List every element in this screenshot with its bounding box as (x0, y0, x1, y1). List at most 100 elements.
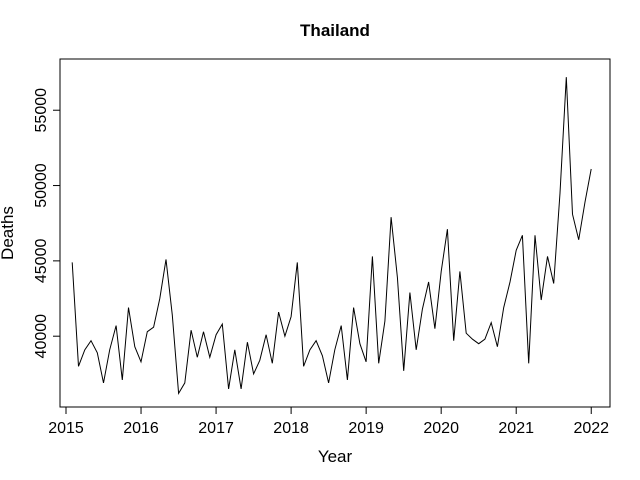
data-point (566, 77, 567, 78)
y-tick-label: 40000 (33, 314, 50, 359)
data-point (309, 349, 310, 350)
y-axis-label: Deaths (0, 206, 17, 260)
x-tick-label: 2015 (48, 420, 84, 437)
data-point (578, 239, 579, 240)
data-point (272, 363, 273, 364)
data-point (347, 379, 348, 380)
y-tick-label: 55000 (33, 88, 50, 133)
data-point (378, 363, 379, 364)
data-point (316, 340, 317, 341)
data-point (484, 339, 485, 340)
data-point (84, 349, 85, 350)
data-point (434, 328, 435, 329)
data-point (297, 262, 298, 263)
data-point (572, 214, 573, 215)
data-point (103, 382, 104, 383)
series-line-deaths (71, 77, 592, 396)
x-tick-label: 2020 (423, 420, 459, 437)
data-point (159, 298, 160, 299)
data-point (453, 340, 454, 341)
data-point (409, 292, 410, 293)
data-point (341, 325, 342, 326)
data-point (303, 366, 304, 367)
data-point (234, 349, 235, 350)
data-point (109, 349, 110, 350)
data-point (253, 373, 254, 374)
data-point (478, 343, 479, 344)
data-point (216, 334, 217, 335)
data-point (284, 336, 285, 337)
data-point (522, 235, 523, 236)
data-point (516, 250, 517, 251)
data-point (241, 388, 242, 389)
data-point (397, 277, 398, 278)
chart-title: Thailand (300, 21, 370, 40)
data-point (528, 363, 529, 364)
data-point (353, 307, 354, 308)
data-point (128, 307, 129, 308)
data-point (78, 366, 79, 367)
x-axis: 2015 2016 2017 2018 2019 2020 2021 2022 (48, 407, 609, 437)
y-tick-label: 50000 (33, 163, 50, 208)
data-point (266, 334, 267, 335)
data-point (197, 357, 198, 358)
data-point (172, 315, 173, 316)
x-tick-label: 2018 (273, 420, 309, 437)
data-point (359, 343, 360, 344)
data-point (222, 324, 223, 325)
data-point (447, 229, 448, 230)
data-point (510, 282, 511, 283)
data-point (72, 262, 73, 263)
data-point (116, 325, 117, 326)
data-point (503, 307, 504, 308)
data-point (147, 331, 148, 332)
data-point (291, 316, 292, 317)
data-point (209, 357, 210, 358)
data-point (247, 342, 248, 343)
data-point (153, 327, 154, 328)
x-tick-label: 2017 (198, 420, 234, 437)
data-point (466, 333, 467, 334)
plot-frame (59, 58, 611, 408)
x-tick-label: 2016 (123, 420, 159, 437)
data-point (278, 312, 279, 313)
data-point (535, 235, 536, 236)
data-point (391, 217, 392, 218)
data-point (184, 382, 185, 383)
data-point (472, 339, 473, 340)
x-tick-label: 2021 (498, 420, 534, 437)
data-point (497, 346, 498, 347)
data-point (403, 370, 404, 371)
y-axis: 40000 45000 50000 55000 (33, 88, 60, 359)
data-point (416, 349, 417, 350)
data-point (441, 271, 442, 272)
x-tick-label: 2022 (573, 420, 609, 437)
data-point (553, 283, 554, 284)
data-point (428, 282, 429, 283)
data-point (322, 355, 323, 356)
data-point (166, 259, 167, 260)
data-point (591, 169, 592, 170)
data-point (203, 331, 204, 332)
data-point (547, 256, 548, 257)
data-point (459, 271, 460, 272)
data-point (122, 379, 123, 380)
data-point (334, 349, 335, 350)
x-axis-label: Year (318, 447, 353, 466)
data-point (259, 360, 260, 361)
data-point (91, 340, 92, 341)
data-point (422, 309, 423, 310)
data-point (491, 322, 492, 323)
data-point (97, 352, 98, 353)
x-tick-label: 2019 (348, 420, 384, 437)
data-point (560, 193, 561, 194)
data-point (328, 382, 329, 383)
data-point (372, 256, 373, 257)
data-point (366, 361, 367, 362)
data-point (191, 330, 192, 331)
data-point (141, 361, 142, 362)
y-tick-label: 45000 (33, 239, 50, 284)
data-point (134, 346, 135, 347)
data-point (585, 202, 586, 203)
